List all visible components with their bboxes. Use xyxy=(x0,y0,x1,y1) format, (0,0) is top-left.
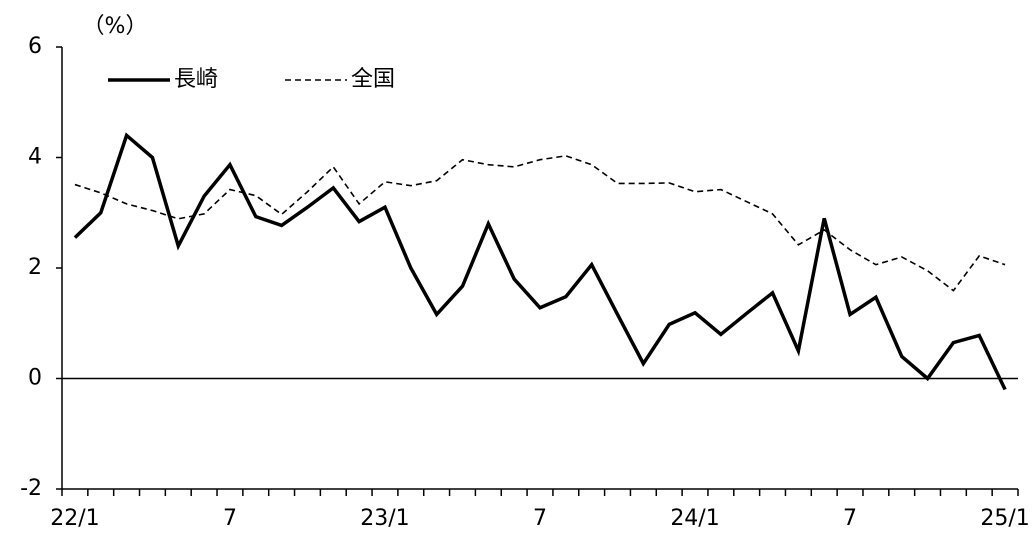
x-tick-label: 23/1 xyxy=(360,506,409,531)
x-tick-label: 7 xyxy=(223,506,237,531)
x-tick-label: 7 xyxy=(533,506,547,531)
y-tick-label: -2 xyxy=(20,476,42,501)
y-tick-label: 6 xyxy=(28,34,42,59)
series-line xyxy=(74,155,1006,292)
x-tick-label: 22/1 xyxy=(50,506,99,531)
x-tick-label: 7 xyxy=(843,506,857,531)
y-unit-label: （%） xyxy=(83,14,148,39)
legend-label: 全国 xyxy=(351,67,395,92)
x-tick-label: 25/1 xyxy=(980,506,1029,531)
legend-label: 長崎 xyxy=(174,67,218,92)
x-tick-label: 24/1 xyxy=(670,506,719,531)
y-tick-label: 0 xyxy=(28,366,42,391)
y-tick-label: 4 xyxy=(28,145,42,170)
y-tick-label: 2 xyxy=(28,255,42,280)
series-line xyxy=(73,132,1007,391)
